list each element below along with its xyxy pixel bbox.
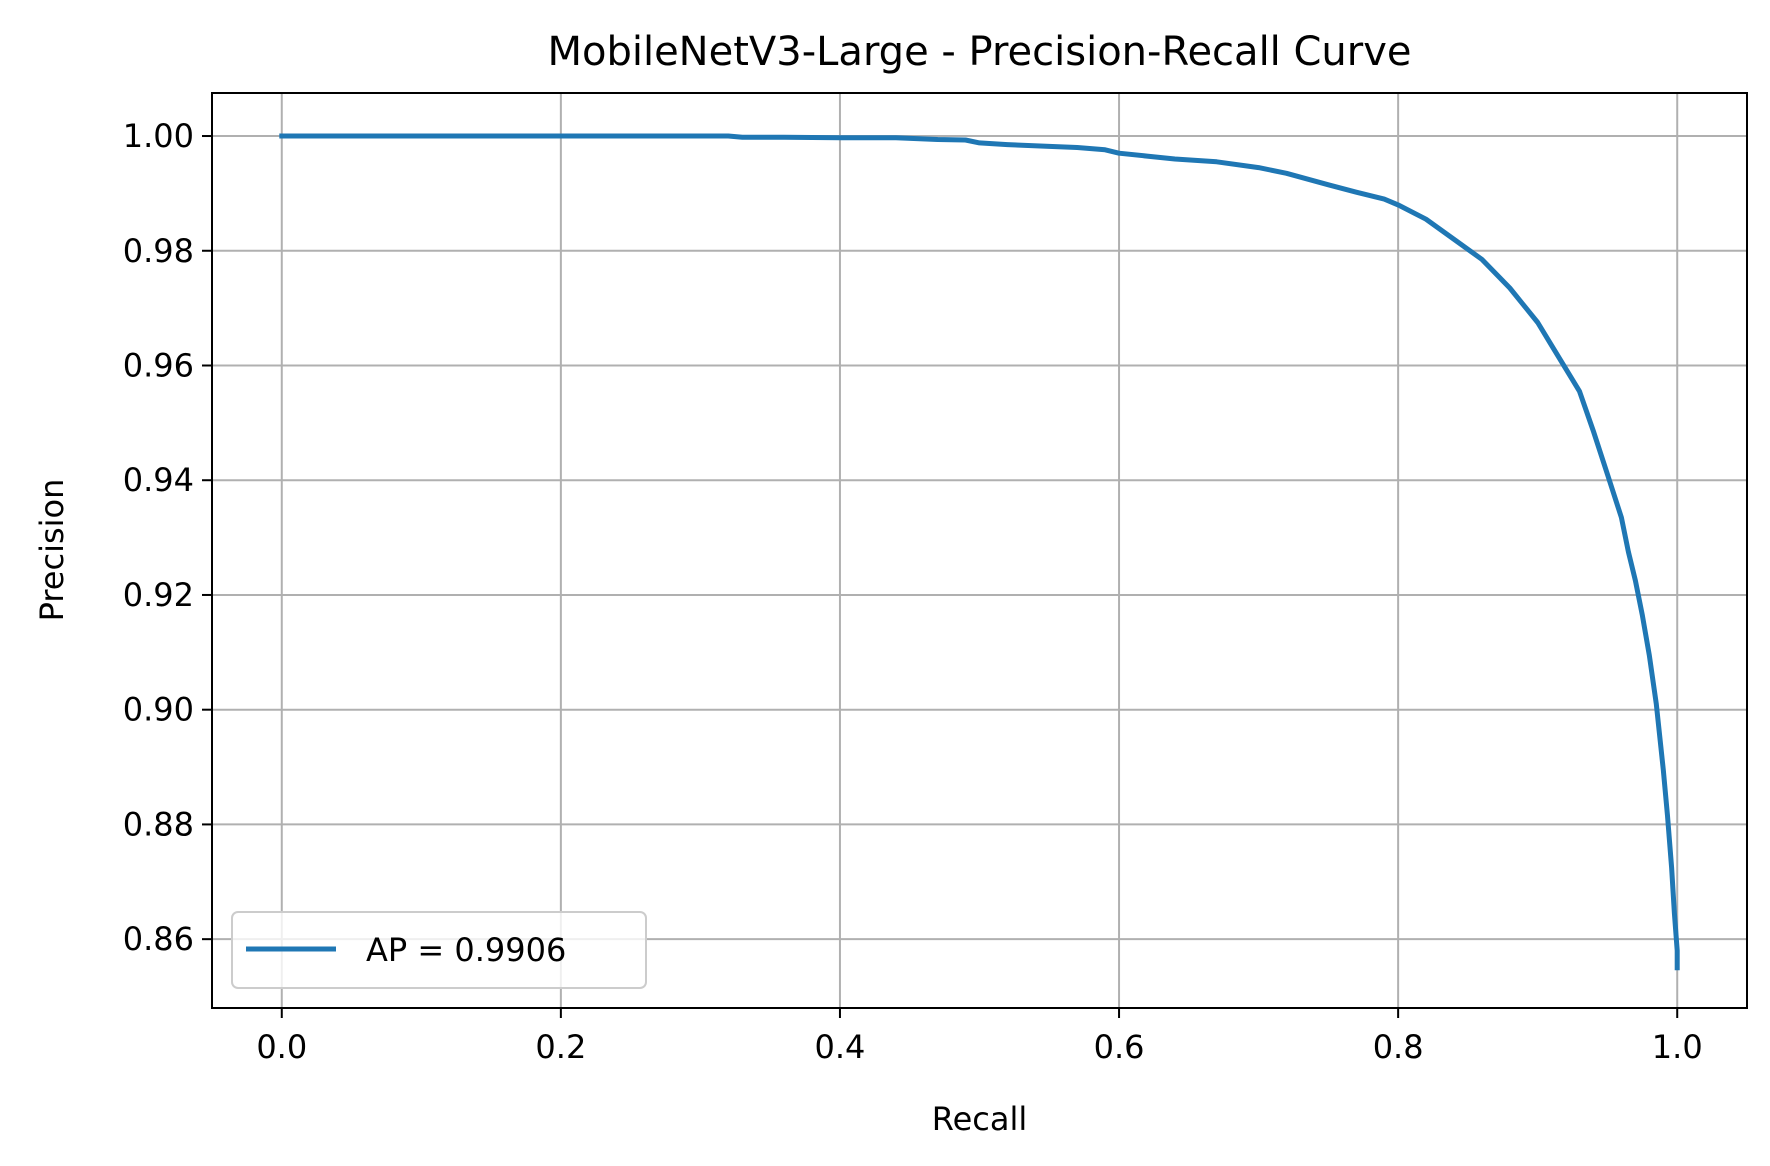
y-tick-label: 0.86 — [123, 920, 194, 958]
plot-frame — [211, 92, 1748, 1009]
pr-curve-line — [279, 133, 1680, 971]
y-axis-label: Precision — [33, 479, 71, 622]
x-tick-label: 0.6 — [1094, 1028, 1145, 1066]
x-tick-label: 0.2 — [535, 1028, 586, 1066]
x-tick-label: 0.8 — [1373, 1028, 1424, 1066]
legend-entry-label: AP = 0.9906 — [366, 931, 566, 969]
x-axis-label: Recall — [932, 1100, 1027, 1138]
y-tick-label: 0.98 — [123, 232, 194, 270]
y-tick-label: 0.94 — [123, 461, 194, 499]
legend-box — [231, 911, 647, 989]
chart-title: MobileNetV3-Large - Precision-Recall Cur… — [547, 29, 1411, 75]
x-tick-label: 0.4 — [815, 1028, 866, 1066]
y-tick-label: 0.92 — [123, 576, 194, 614]
y-tick-label: 0.96 — [123, 346, 194, 384]
y-tick-label: 0.90 — [123, 691, 194, 729]
series-layer — [279, 133, 1680, 971]
x-tick-label: 0.0 — [256, 1028, 307, 1066]
x-tick-label: 1.0 — [1652, 1028, 1703, 1066]
grid — [212, 93, 1747, 1008]
y-tick-label: 1.00 — [123, 117, 194, 155]
ticks: 0.0 0.2 0.4 0.6 0.8 1.0 0.86 0.88 0.90 0.92 0.94 0.… — [123, 117, 1703, 1066]
y-tick-label: 0.88 — [123, 805, 194, 843]
legend: AP = 0.9906 — [231, 911, 647, 989]
